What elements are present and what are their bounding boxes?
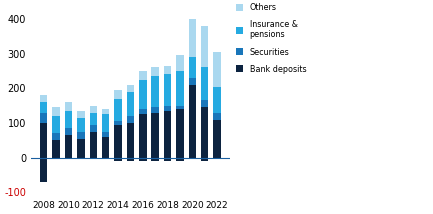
Bar (127, 92, 134, 116)
Bar (52, 107, 60, 116)
Bar (90, 132, 97, 158)
Bar (65, 135, 72, 158)
Bar (40, 95, 47, 102)
Bar (139, 80, 146, 109)
Bar (152, 76, 159, 107)
Bar (102, 109, 110, 114)
Bar (176, 71, 184, 106)
Bar (52, 134, 60, 140)
Bar (114, 121, 122, 125)
Bar (77, 132, 84, 139)
Bar (65, 128, 72, 135)
Bar (90, 106, 97, 113)
Bar (201, 26, 208, 67)
Bar (213, 120, 221, 158)
Bar (139, 109, 146, 114)
Bar (90, 113, 97, 125)
Bar (189, 85, 196, 158)
Bar (127, 158, 134, 161)
Bar (213, 113, 221, 120)
Bar (201, 100, 208, 107)
Bar (213, 52, 221, 86)
Bar (127, 85, 134, 92)
Bar (102, 137, 110, 158)
Bar (176, 158, 184, 161)
Bar (114, 99, 122, 121)
Bar (164, 74, 171, 106)
Bar (176, 55, 184, 71)
Bar (139, 114, 146, 158)
Bar (77, 118, 84, 132)
Bar (139, 71, 146, 80)
Bar (176, 109, 184, 158)
Bar (40, 102, 47, 113)
Bar (102, 132, 110, 137)
Bar (164, 158, 171, 161)
Bar (152, 107, 159, 113)
Bar (201, 158, 208, 161)
Bar (90, 125, 97, 132)
Bar (127, 123, 134, 158)
Bar (164, 66, 171, 74)
Bar (213, 86, 221, 113)
Bar (114, 158, 122, 161)
Bar (127, 116, 134, 123)
Bar (164, 106, 171, 111)
Bar (139, 158, 146, 161)
Bar (164, 111, 171, 158)
Bar (201, 67, 208, 100)
Bar (189, 57, 196, 78)
Bar (189, 19, 196, 57)
Bar (40, 123, 47, 158)
Bar (40, 158, 47, 182)
Bar (152, 158, 159, 161)
Bar (102, 114, 110, 132)
Bar (65, 102, 72, 111)
Bar (152, 113, 159, 158)
Bar (52, 116, 60, 134)
Legend: Others, Insurance &
pensions, Securities, Bank deposits: Others, Insurance & pensions, Securities… (236, 3, 306, 74)
Bar (114, 125, 122, 158)
Bar (52, 140, 60, 158)
Bar (189, 78, 196, 85)
Bar (114, 90, 122, 99)
Bar (40, 113, 47, 123)
Bar (176, 106, 184, 109)
Bar (201, 107, 208, 158)
Bar (152, 67, 159, 76)
Bar (77, 139, 84, 158)
Bar (65, 111, 72, 128)
Bar (77, 111, 84, 118)
